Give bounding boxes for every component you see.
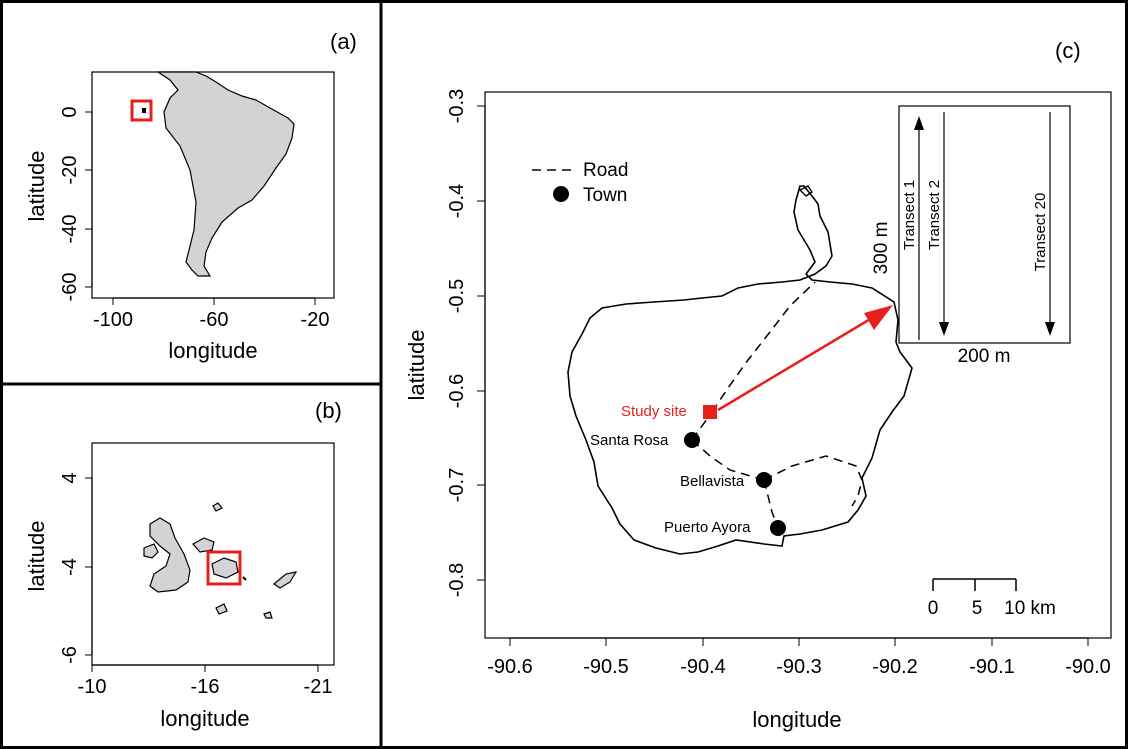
panel-c-xtick: -90.3 <box>776 656 822 678</box>
panel-a-xtick: -20 <box>301 309 330 331</box>
panel-b-xtick: -16 <box>191 676 220 698</box>
legend-road-label: Road <box>583 160 628 181</box>
panel-c-ytick: -0.3 <box>446 89 468 123</box>
panel-c-y-axis: -0.3 -0.4 -0.5 -0.6 -0.7 -0.8 <box>446 89 486 597</box>
panel-c-ylabel: latitude <box>404 330 429 401</box>
legend-town-label: Town <box>583 185 627 206</box>
south-america-landmass <box>156 71 295 277</box>
transect-2-label: Transect 2 <box>926 180 943 250</box>
panel-c-ytick: -0.8 <box>446 563 468 597</box>
transect-inset: Transect 1 Transect 2 Transect 20 300 m … <box>871 105 1071 367</box>
scale-tick: 5 <box>972 598 983 619</box>
islet-north <box>798 185 813 197</box>
transect-width-label: 200 m <box>958 346 1011 367</box>
panel-c-ytick: -0.7 <box>446 468 468 502</box>
scale-tick: 0 <box>928 598 939 619</box>
town-label-bellavista: Bellavista <box>680 473 745 490</box>
panel-a-x-axis: -100 -60 -20 <box>93 297 330 331</box>
town-bellavista-marker <box>756 472 772 488</box>
panel-b-plot-box <box>91 442 335 666</box>
panel-b-ytick: -6 <box>59 646 81 664</box>
transect-20-label: Transect 20 <box>1032 193 1049 272</box>
road-loop-east <box>763 455 863 507</box>
panel-b-ytick: -4 <box>59 558 81 576</box>
panel-b-ylabel: latitude <box>24 521 49 592</box>
town-santa-rosa-marker <box>684 432 700 448</box>
panel-c-ytick: -0.6 <box>446 374 468 408</box>
santa-cruz-highlight-box <box>206 550 242 586</box>
panel-a-xtick: -100 <box>93 309 133 331</box>
panel-c-xtick: -90.6 <box>487 656 533 678</box>
santa-cruz-island <box>211 557 239 579</box>
panel-c-xlabel: longitude <box>752 707 841 732</box>
transect-20-arrowhead <box>1045 322 1055 336</box>
panel-a: (a) -100 -60 -20 longitude 0 -20 -40 -60… <box>24 29 357 363</box>
panel-b-xtick: -10 <box>78 676 107 698</box>
panel-a-label: (a) <box>330 29 357 54</box>
town-label-puerto-ayora: Puerto Ayora <box>664 519 751 536</box>
study-site-marker <box>703 405 717 419</box>
san-cristobal-island <box>272 571 298 589</box>
panel-c-x-axis: -90.6 -90.5 -90.4 -90.3 -90.2 -90.1 -90.… <box>487 637 1111 678</box>
pinta-island <box>212 502 223 512</box>
panel-b-label: (b) <box>315 398 342 423</box>
panel-b-y-axis: 4 -4 -6 <box>59 472 93 664</box>
transect-1-arrowhead <box>914 116 924 130</box>
town-puerto-ayora-marker <box>770 520 786 536</box>
small-islet <box>242 576 247 581</box>
panel-c-xtick: -90.5 <box>583 656 629 678</box>
towns: Santa Rosa Bellavista Puerto Ayora <box>590 432 786 536</box>
study-site-label: Study site <box>621 403 687 420</box>
panel-a-ytick: 0 <box>59 106 81 117</box>
study-site-arrowhead <box>864 305 893 330</box>
panel-c-xtick: -90.4 <box>680 656 726 678</box>
panel-a-ytick: -40 <box>59 215 81 244</box>
floreana-island <box>215 603 228 615</box>
isabela-island <box>149 517 191 593</box>
panel-b-xtick: -21 <box>304 676 333 698</box>
espanola-island <box>263 611 273 619</box>
panel-c-xtick: -90.1 <box>969 656 1015 678</box>
transect-inset-box <box>898 105 1071 344</box>
panel-c: (c) Santa Rosa Bellavista Puerto Ayora S… <box>404 38 1112 732</box>
galapagos-highlight-box <box>130 99 153 122</box>
panel-c-xtick: -90.0 <box>1065 656 1111 678</box>
panel-a-ytick: -60 <box>59 273 81 302</box>
santa-cruz-island-outline <box>567 185 913 555</box>
panel-a-ytick: -20 <box>59 156 81 185</box>
transect-1-label: Transect 1 <box>901 180 918 250</box>
road-puerto-ayora <box>763 479 779 529</box>
road-to-north <box>711 281 816 413</box>
galapagos-marker <box>142 108 146 113</box>
panel-c-label: (c) <box>1055 38 1081 63</box>
scale-bar: 0 5 10 km <box>928 578 1056 619</box>
panel-c-xtick: -90.2 <box>872 656 918 678</box>
panel-a-y-axis: 0 -20 -40 -60 <box>59 106 93 302</box>
panel-c-ytick: -0.4 <box>446 184 468 218</box>
transect-2-arrowhead <box>939 322 949 336</box>
legend: Road Town <box>532 160 628 206</box>
panel-b-x-axis: -10 -16 -21 <box>78 664 333 698</box>
study-site-arrow <box>717 316 873 412</box>
panel-a-ylabel: latitude <box>24 151 49 222</box>
fernandina-island <box>143 543 159 559</box>
panel-b-ytick: 4 <box>59 472 81 483</box>
galapagos-islands <box>143 502 298 619</box>
transect-height-label: 300 m <box>871 222 892 275</box>
panel-a-xlabel: longitude <box>168 338 257 363</box>
panel-c-ytick: -0.5 <box>446 279 468 313</box>
panel-b: (b) -10 -16 -21 longitude <box>24 398 342 731</box>
panel-a-xtick: -60 <box>200 309 229 331</box>
legend-town-swatch <box>553 186 569 202</box>
santiago-island <box>192 537 215 553</box>
town-label-santa-rosa: Santa Rosa <box>590 432 669 449</box>
panel-b-xlabel: longitude <box>160 706 249 731</box>
scale-tick: 10 km <box>1004 598 1056 619</box>
road-bellavista <box>691 439 765 481</box>
